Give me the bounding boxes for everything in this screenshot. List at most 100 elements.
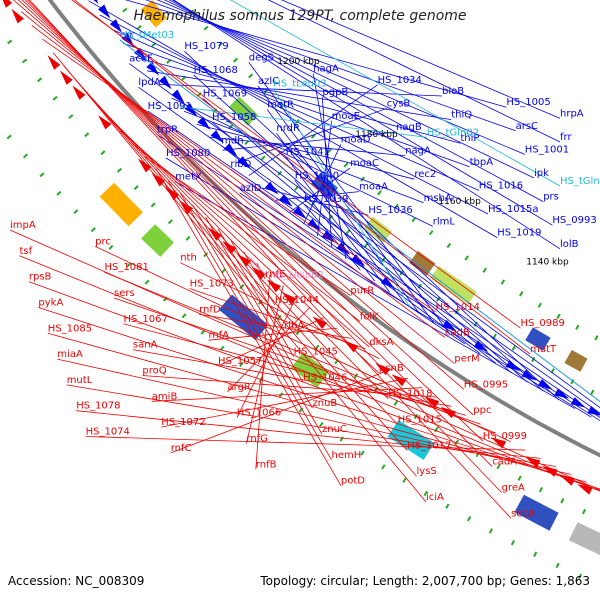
reverse-gene-arrow [210, 130, 224, 144]
ring-tick [68, 114, 74, 120]
feature-block [525, 327, 551, 351]
reverse-gene-arrow [538, 379, 553, 390]
reverse-gene-arrow [171, 89, 185, 103]
forward-gene-leader [248, 84, 378, 176]
feature-block [363, 216, 393, 244]
forward-gene-label: HS_0993 [552, 215, 596, 226]
reverse-gene-label: HS_1045 [294, 347, 338, 358]
forward-gene-label: HS_1001 [525, 144, 569, 155]
forward-gene-leader [276, 132, 405, 304]
ring-tick [360, 450, 365, 456]
forward-gene-label: cysB [387, 98, 411, 109]
ring-tick [37, 77, 43, 83]
ring-tick [488, 528, 493, 534]
ring-tick [537, 302, 542, 308]
feature-block [409, 250, 436, 276]
forward-gene-label: HS_1058 [212, 112, 256, 123]
forward-gene-leader [179, 106, 427, 138]
forward-gene-leader [122, 42, 470, 168]
ring-tick [560, 498, 565, 504]
forward-gene-leader [168, 0, 544, 202]
forward-gene-leader [267, 0, 561, 143]
forward-gene-label: lolB [560, 239, 579, 250]
reverse-gene-label: HS_0999 [483, 431, 527, 442]
ring-tick [295, 329, 301, 336]
reverse-gene-label: rnfE [265, 269, 285, 280]
ring-tick [594, 335, 599, 341]
forward-gene-label: HS_1068 [194, 65, 238, 76]
forward-gene-label: moaA [359, 182, 388, 193]
forward-gene-label: azlC [258, 76, 279, 87]
forward-gene-leader [184, 50, 560, 401]
reverse-gene-label: HS_1072 [161, 417, 205, 428]
ring-tick [166, 59, 172, 64]
ring-tick [517, 475, 522, 481]
reverse-gene-leader [28, 281, 600, 492]
feature-block [218, 294, 269, 341]
ring-tick [445, 503, 450, 509]
ring-tick [482, 267, 487, 273]
forward-gene-leader [303, 203, 361, 271]
forward-gene-label: metR [267, 100, 294, 111]
reverse-gene-label: HS_1015 [398, 415, 442, 426]
page-title: Haemophilus somnus 129PT, complete genom… [133, 8, 467, 24]
ring-tick [578, 573, 583, 579]
reverse-gene-label: nth [180, 253, 197, 264]
reverse-gene-label: HS_1073 [190, 279, 234, 290]
forward-gene-label: hrpA [560, 108, 584, 119]
reverse-gene-leader [249, 257, 271, 281]
scale-label: 1200 kbp [277, 57, 320, 67]
ring-tick [136, 25, 142, 30]
ring-tick [454, 439, 460, 445]
forward-gene-label: bioB [442, 86, 464, 97]
accession-label: Accession: NC_008309 [8, 574, 145, 588]
feature-block [141, 224, 174, 257]
reverse-gene-leader [205, 216, 304, 383]
reverse-gene-label: pcnB [379, 363, 404, 374]
forward-gene-label: azlD [240, 183, 262, 194]
forward-gene-label: hagA [313, 64, 339, 75]
reverse-gene-leader [97, 105, 389, 399]
reverse-gene-label: HS_1046 [303, 372, 347, 383]
forward-gene-leader [171, 97, 433, 227]
ring-tick [144, 279, 150, 285]
reverse-gene-leader [170, 368, 394, 454]
forward-gene-label: ipk [534, 168, 549, 179]
forward-gene-label: HS_1034 [378, 75, 422, 86]
reverse-gene-label: znuC [322, 424, 347, 435]
forward-gene-leader [285, 156, 390, 293]
reverse-gene-label: HS_1018 [388, 389, 432, 400]
ring-tick [185, 235, 191, 241]
forward-gene-label: ribD [230, 159, 251, 170]
forward-gene-leader [173, 0, 561, 250]
reverse-gene-label: HS_1066 [237, 408, 281, 419]
forward-gene-leader [312, 73, 347, 259]
reverse-gene-label: potD [341, 476, 365, 487]
reverse-gene-label: secA [511, 508, 535, 519]
forward-gene-arrow [137, 158, 152, 173]
reverse-gene-arrow [473, 340, 489, 352]
feature-block [290, 352, 329, 388]
reverse-gene-leader [38, 307, 600, 490]
forward-gene-label: crr [120, 30, 134, 41]
reverse-gene-arrow [109, 19, 123, 33]
ring-tick [318, 422, 324, 428]
ring-tick [133, 185, 139, 191]
forward-gene-leader [119, 39, 600, 402]
reverse-gene-leader [256, 263, 266, 280]
forward-gene-label: HS_tLeu03 [273, 79, 326, 90]
ring-tick [343, 162, 349, 168]
ring-tick [446, 242, 452, 249]
reverse-gene-arrow [93, 0, 99, 4]
forward-gene-leader [196, 124, 415, 180]
forward-gene-leader [239, 192, 466, 345]
ring-tick [519, 291, 524, 297]
reverse-gene-label: HS_1081 [105, 262, 149, 273]
reverse-gene-leader [142, 375, 437, 398]
ring-tick [100, 150, 106, 156]
ring-tick [510, 540, 515, 546]
reverse-gene-label: prc [95, 236, 111, 247]
reverse-gene-label: hemH [332, 450, 362, 461]
ring-tick [248, 73, 254, 79]
ring-tick [181, 313, 187, 319]
